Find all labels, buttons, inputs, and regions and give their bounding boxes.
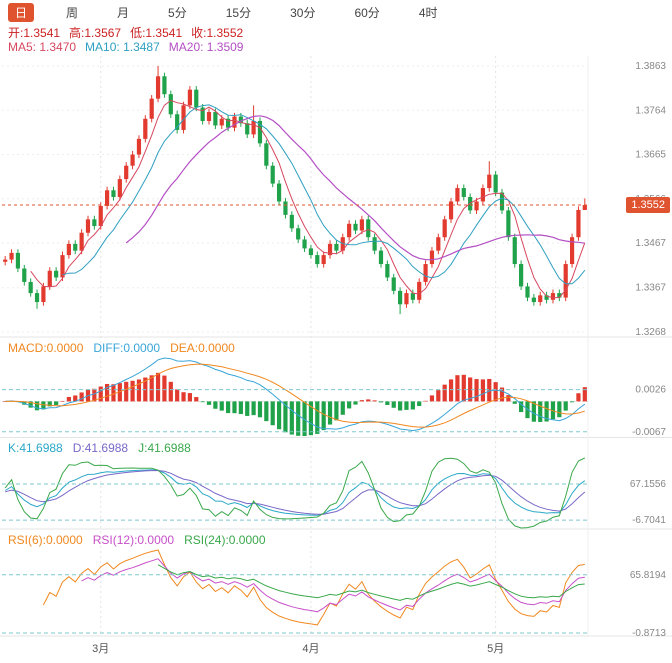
tab-weekly[interactable]: 周: [66, 6, 79, 20]
k-value: K:41.6988: [8, 441, 63, 455]
svg-text:1.3764: 1.3764: [635, 105, 666, 116]
gridlines: [0, 56, 672, 637]
ma-readout: MA5: 1.3470 MA10: 1.3487 MA20: 1.3509: [8, 40, 243, 54]
rsi12-value: RSI(12):0.0000: [92, 533, 175, 547]
ohlc-readout: 开:1.3541 高:1.3567 低:1.3541 收:1.3552: [8, 24, 243, 41]
timeframe-toolbar: 日 周 月 5分 15分 30分 60分 4时: [8, 3, 445, 22]
macd-legend: MACD:0.0000 DIFF:0.0000 DEA:0.0000: [8, 341, 235, 355]
svg-text:-0.8713: -0.8713: [632, 628, 666, 639]
tab-monthly[interactable]: 月: [117, 6, 130, 20]
tab-4hour[interactable]: 4时: [418, 6, 438, 20]
tab-5min[interactable]: 5分: [168, 6, 187, 20]
kdj-legend: K:41.6988 D:41.6988 J:41.6988: [8, 441, 191, 455]
svg-text:-0.0067: -0.0067: [632, 427, 666, 438]
svg-text:1.3863: 1.3863: [635, 61, 666, 72]
svg-text:1.3367: 1.3367: [635, 283, 666, 294]
d-value: D:41.6988: [72, 441, 129, 455]
rsi6-value: RSI(6):0.0000: [8, 533, 83, 547]
svg-text:5月: 5月: [487, 643, 504, 655]
rsi-legend: RSI(6):0.0000 RSI(12):0.0000 RSI(24):0.0…: [8, 533, 266, 547]
tab-60min[interactable]: 60分: [354, 6, 380, 20]
ma10-value: MA10: 1.3487: [85, 40, 160, 54]
macd-value: MACD:0.0000: [8, 341, 84, 355]
svg-text:3月: 3月: [92, 643, 109, 655]
svg-text:1.3467: 1.3467: [635, 238, 666, 249]
axis-labels: 1.38631.37641.36651.35661.34671.33671.32…: [92, 61, 666, 655]
dea-value: DEA:0.0000: [170, 341, 235, 355]
close-value: 收:1.3552: [191, 26, 244, 40]
tab-daily[interactable]: 日: [8, 3, 35, 22]
svg-text:1.3665: 1.3665: [635, 150, 666, 161]
svg-text:4月: 4月: [302, 643, 319, 655]
high-value: 高:1.3567: [69, 26, 122, 40]
tab-15min[interactable]: 15分: [225, 6, 252, 20]
low-value: 低:1.3541: [130, 26, 183, 40]
rsi24-value: RSI(24):0.0000: [184, 533, 266, 547]
open-value: 开:1.3541: [8, 26, 61, 40]
svg-text:67.1556: 67.1556: [630, 479, 667, 490]
svg-text:65.8194: 65.8194: [630, 570, 667, 581]
current-price-badge: 1.3552: [626, 197, 670, 214]
ma5-value: MA5: 1.3470: [8, 40, 77, 54]
svg-text:0.0026: 0.0026: [635, 385, 666, 396]
svg-text:-6.7041: -6.7041: [632, 515, 666, 526]
indicator-panels: [2, 357, 588, 634]
ma20-value: MA20: 1.3509: [168, 40, 244, 54]
diff-value: DIFF:0.0000: [93, 341, 161, 355]
j-value: J:41.6988: [138, 441, 191, 455]
candlestick-chart: [2, 66, 588, 315]
tab-30min[interactable]: 30分: [290, 6, 316, 20]
svg-text:1.3268: 1.3268: [635, 327, 666, 338]
